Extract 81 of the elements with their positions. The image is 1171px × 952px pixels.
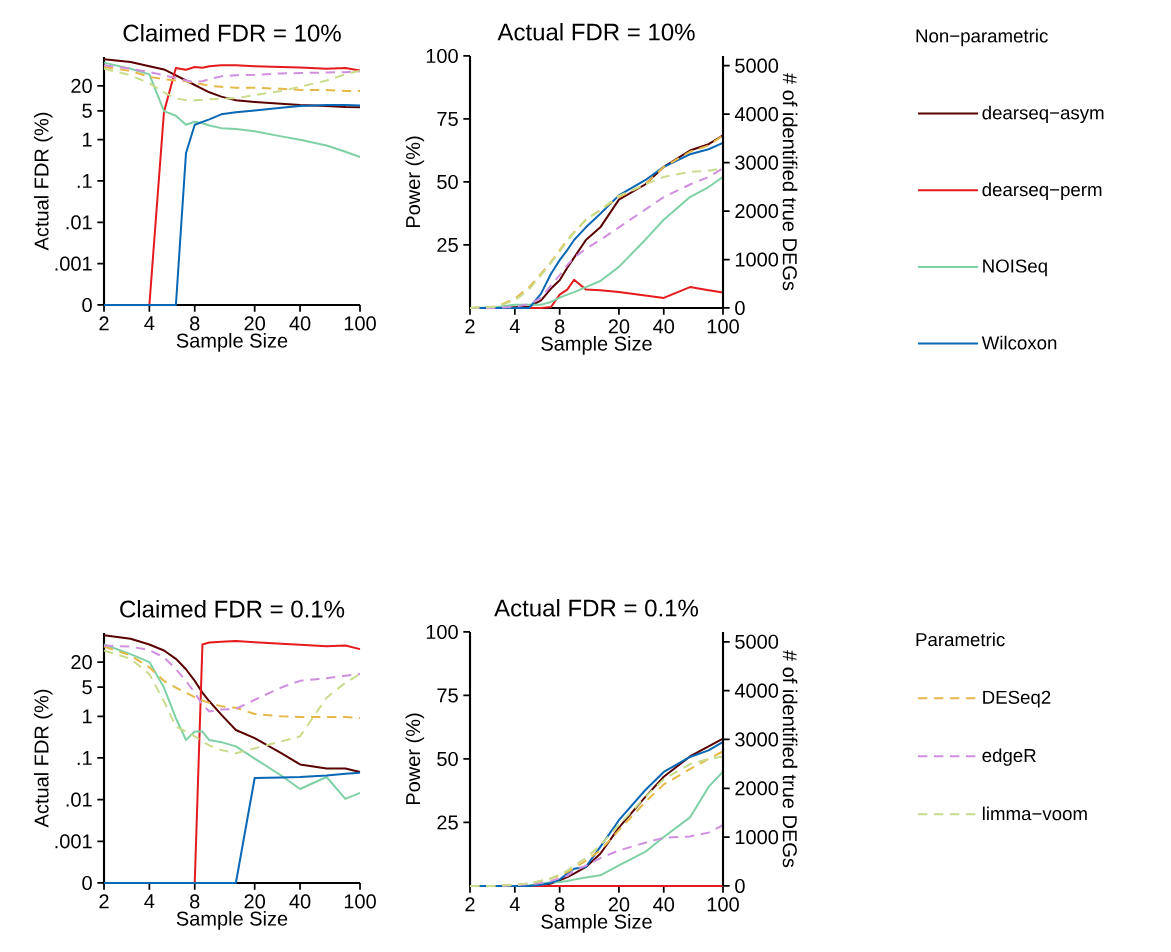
x-axis-title: Sample Size bbox=[541, 336, 652, 355]
x-tick-label: 2 bbox=[99, 316, 109, 331]
x-tick-label: 2 bbox=[99, 894, 109, 909]
legend-label: dearseq−asym bbox=[982, 105, 1104, 124]
x-axis-title: Sample Size bbox=[176, 333, 288, 352]
y-tick-label: .1 bbox=[77, 174, 92, 188]
x-axis-title: Sample Size bbox=[541, 914, 652, 933]
x-tick-label: 40 bbox=[653, 319, 675, 334]
legend-label: NOISeq bbox=[983, 259, 1047, 277]
y-axis-title: Actual FDR (%) bbox=[33, 112, 53, 251]
x-tick-label: 4 bbox=[144, 894, 155, 909]
y2-tick-label: 2000 bbox=[735, 203, 779, 219]
y-tick-label: 5 bbox=[82, 103, 92, 118]
y2-tick-label: 4000 bbox=[734, 683, 779, 698]
x-tick-label: 8 bbox=[190, 316, 200, 331]
chart-title: Claimed FDR = 10% bbox=[123, 23, 341, 42]
y-axis-title: Power (%) bbox=[405, 713, 425, 805]
x-tick-label: 100 bbox=[707, 897, 739, 912]
x-tick-label: 2 bbox=[465, 319, 475, 334]
y-tick-label: 75 bbox=[437, 688, 458, 703]
chart-title: Actual FDR = 0.1% bbox=[494, 598, 699, 617]
y-tick-label: .1 bbox=[77, 751, 92, 765]
y2-tick-label: 3000 bbox=[735, 732, 779, 747]
y2-tick-label: 2000 bbox=[735, 781, 779, 796]
y-tick-label: 20 bbox=[71, 78, 92, 93]
y-tick-label: 1 bbox=[83, 709, 92, 724]
y-tick-label: 100 bbox=[426, 624, 458, 640]
x-axis-title: Sample Size bbox=[176, 911, 288, 930]
y-axis-title: Actual FDR (%) bbox=[33, 689, 53, 828]
x-tick-label: 40 bbox=[289, 894, 311, 909]
y-tick-label: 50 bbox=[437, 174, 458, 190]
x-tick-label: 4 bbox=[144, 316, 155, 331]
y2-tick-label: 1000 bbox=[735, 252, 779, 267]
y-tick-label: 20 bbox=[71, 655, 92, 670]
y-tick-label: 0 bbox=[82, 875, 92, 891]
x-tick-label: 100 bbox=[707, 319, 739, 334]
y2-axis-title: # of identified true DEGs bbox=[782, 73, 798, 291]
legend-label: dearseq−perm bbox=[982, 182, 1102, 200]
x-tick-label: 40 bbox=[653, 897, 675, 912]
x-tick-label: 4 bbox=[509, 897, 520, 912]
y-tick-label: .01 bbox=[66, 215, 92, 230]
x-tick-label: 20 bbox=[244, 894, 266, 909]
y-tick-label: 5 bbox=[82, 680, 92, 695]
x-tick-label: 20 bbox=[244, 316, 266, 331]
legend-label: edgeR bbox=[982, 748, 1036, 766]
y2-tick-label: 0 bbox=[735, 878, 745, 894]
legend-title: Parametric bbox=[916, 632, 1005, 647]
y-tick-label: 1 bbox=[83, 132, 92, 147]
y2-tick-label: 5000 bbox=[735, 58, 779, 73]
chart-title: Claimed FDR = 0.1% bbox=[120, 599, 345, 618]
x-tick-label: 20 bbox=[608, 897, 630, 912]
y-tick-label: .001 bbox=[55, 256, 92, 271]
legend-label: Wilcoxon bbox=[981, 335, 1057, 350]
legend-title: Non−parametric bbox=[916, 28, 1048, 47]
y2-tick-label: 4000 bbox=[734, 107, 779, 122]
y-tick-label: 0 bbox=[82, 297, 92, 313]
y-axis-title: Power (%) bbox=[405, 136, 425, 228]
y2-tick-label: 3000 bbox=[735, 155, 779, 170]
x-tick-label: 100 bbox=[344, 894, 376, 909]
y-tick-label: 25 bbox=[437, 815, 458, 830]
x-tick-label: 4 bbox=[509, 319, 520, 334]
y-tick-label: .01 bbox=[66, 792, 92, 807]
y-tick-label: 75 bbox=[437, 112, 458, 126]
y-tick-label: 50 bbox=[437, 751, 458, 767]
y2-tick-label: 0 bbox=[735, 300, 745, 316]
x-tick-label: 2 bbox=[465, 897, 475, 912]
x-tick-label: 20 bbox=[608, 319, 630, 334]
x-tick-label: 100 bbox=[344, 316, 376, 331]
x-tick-label: 8 bbox=[554, 897, 565, 912]
y-tick-label: 100 bbox=[426, 48, 458, 64]
x-tick-label: 40 bbox=[289, 316, 311, 331]
y2-axis-title: # of identified true DEGs bbox=[782, 650, 798, 868]
legend-label: DESeq2 bbox=[983, 690, 1051, 708]
chart-title: Actual FDR = 10% bbox=[497, 22, 695, 41]
x-tick-label: 8 bbox=[554, 319, 565, 334]
y-tick-label: .001 bbox=[55, 834, 92, 849]
y2-tick-label: 1000 bbox=[735, 830, 779, 845]
legend-label: limma−voom bbox=[982, 806, 1087, 821]
y2-tick-label: 5000 bbox=[735, 634, 779, 649]
x-tick-label: 8 bbox=[190, 894, 200, 909]
y-tick-label: 25 bbox=[437, 237, 458, 253]
